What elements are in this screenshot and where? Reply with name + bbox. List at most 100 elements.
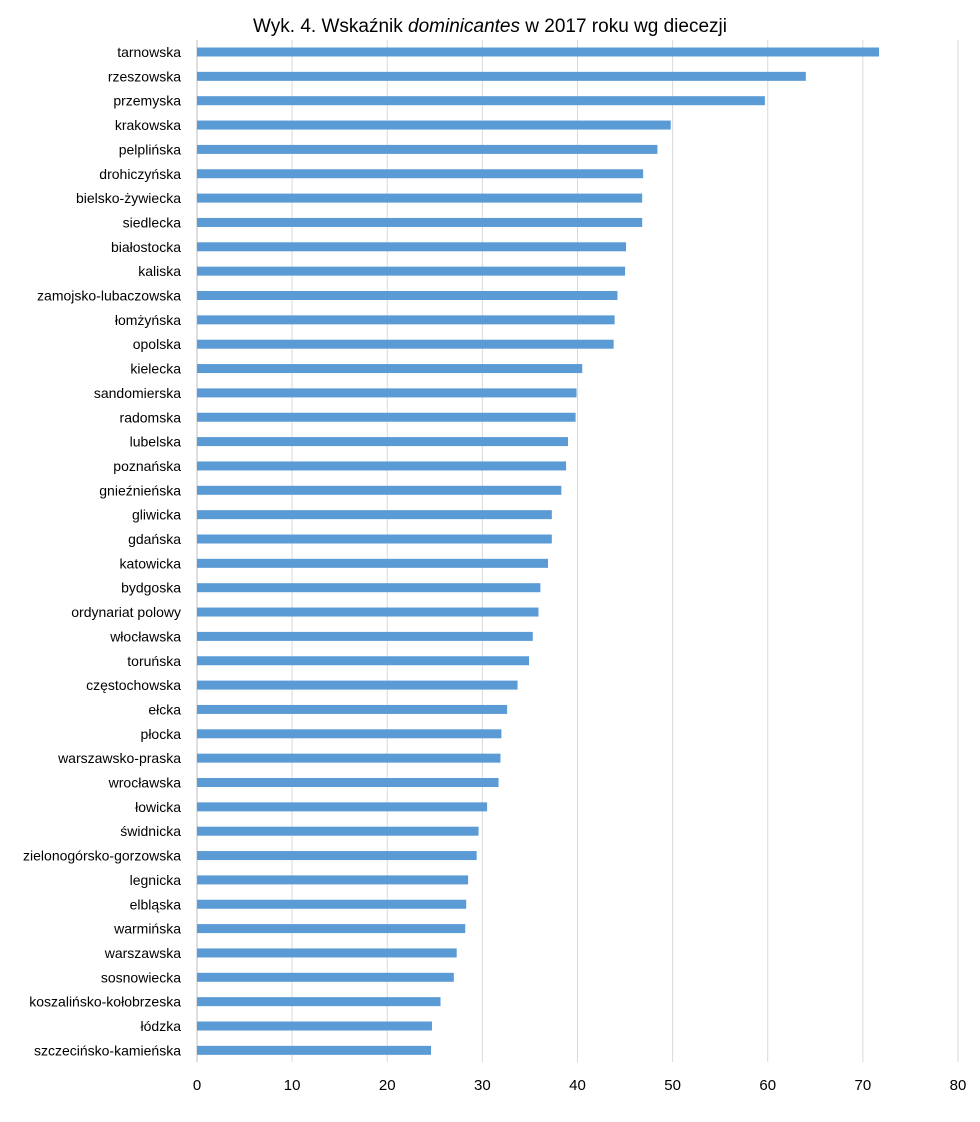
x-tick-label: 80 [950,1077,967,1094]
bar [197,899,467,909]
bar [197,631,533,641]
category-label: radomska [120,409,182,425]
category-label: częstochowska [86,677,181,693]
bar [197,510,552,520]
category-label: zielonogórsko-gorzowska [23,848,181,864]
category-label: warszawsko-praska [57,750,181,766]
bar [197,193,643,203]
category-label: warmińska [113,921,181,937]
gridlines [196,40,959,1062]
bar [197,656,529,666]
bar [197,461,567,471]
bar [197,1021,432,1031]
category-label: świdnicka [120,823,181,839]
title-prefix: Wyk. 4. Wskaźnik [253,16,409,37]
bar [197,291,618,300]
x-tick-label: 20 [379,1077,396,1094]
title-suffix: w 2017 roku wg diecezji [519,16,727,37]
bar [197,47,880,57]
x-tick-label: 60 [759,1077,776,1094]
category-label: zamojsko-lubaczowska [37,288,181,304]
bar [197,364,583,374]
category-label: gdańska [128,531,181,547]
bar [197,71,806,81]
bar [197,972,454,982]
category-label: ełcka [148,701,181,717]
category-label: tarnowska [117,44,181,60]
x-tick-label: 50 [664,1077,681,1094]
bar [197,826,479,836]
category-label: przemyska [113,93,181,109]
category-label: kaliska [138,263,181,279]
x-tick-label: 40 [569,1077,586,1094]
category-label: toruńska [127,653,181,669]
bar [197,753,501,763]
category-label: sosnowiecka [101,969,181,985]
bar [197,120,671,130]
bar [197,266,626,276]
x-axis-ticks: 0 10 20 30 40 50 60 70 80 [193,1077,967,1094]
category-label: szczecińsko-kamieńska [34,1042,181,1058]
bar [197,778,499,787]
bars [197,47,880,1055]
bar [197,607,539,617]
bar [197,412,576,422]
bar [197,875,469,885]
bar [197,680,518,690]
category-label: koszalińsko-kołobrzeska [29,994,181,1010]
x-tick-label: 70 [855,1077,872,1094]
category-label: kielecka [130,361,181,377]
category-label: siedlecka [123,214,182,230]
category-label: łowicka [135,799,181,815]
category-labels: tarnowska rzeszowska przemyska krakowska pel… [23,44,181,1058]
chart-title: Wyk. 4. Wskaźnik dominicantes w 2017 rok… [0,16,980,38]
bar [197,388,577,398]
x-tick-label: 10 [284,1077,301,1094]
category-label: bielsko-żywiecka [76,190,181,206]
category-label: rzeszowska [108,68,181,84]
category-label: bydgoska [121,580,181,596]
category-label: białostocka [111,239,181,255]
category-label: opolska [133,336,181,352]
bar [197,169,644,179]
bar [197,802,488,812]
bar [197,924,466,934]
category-label: gliwicka [132,507,181,523]
bar [197,1045,432,1055]
category-label: legnicka [130,872,182,888]
category-label: krakowska [115,117,181,133]
category-label: łódzka [141,1018,182,1034]
bar [197,315,615,325]
category-label: łomżyńska [115,312,181,328]
category-label: drohiczyńska [99,166,181,182]
category-label: gnieźnieńska [99,482,181,498]
category-label: poznańska [113,458,181,474]
bar [197,704,508,714]
bar [197,534,552,544]
bar [197,485,562,495]
x-tick-label: 0 [193,1077,201,1094]
category-label: elbląska [130,896,182,912]
bar [197,729,502,739]
bar [197,997,441,1007]
bar [197,558,549,568]
category-label: płocka [141,726,182,742]
category-label: katowicka [120,555,182,571]
bar [197,242,627,252]
category-label: pelplińska [119,141,181,157]
bar [197,583,541,593]
category-label: ordynariat polowy [71,604,181,620]
bar [197,339,614,349]
x-tick-label: 30 [474,1077,491,1094]
category-label: sandomierska [94,385,181,401]
bar [197,948,457,958]
bar [197,437,568,447]
bar [197,144,658,154]
category-label: warszawska [104,945,181,961]
bar [197,96,765,106]
title-emphasis: dominicantes [408,16,520,37]
category-label: włocławska [109,628,181,644]
bar [197,851,477,861]
category-label: lubelska [130,434,182,450]
